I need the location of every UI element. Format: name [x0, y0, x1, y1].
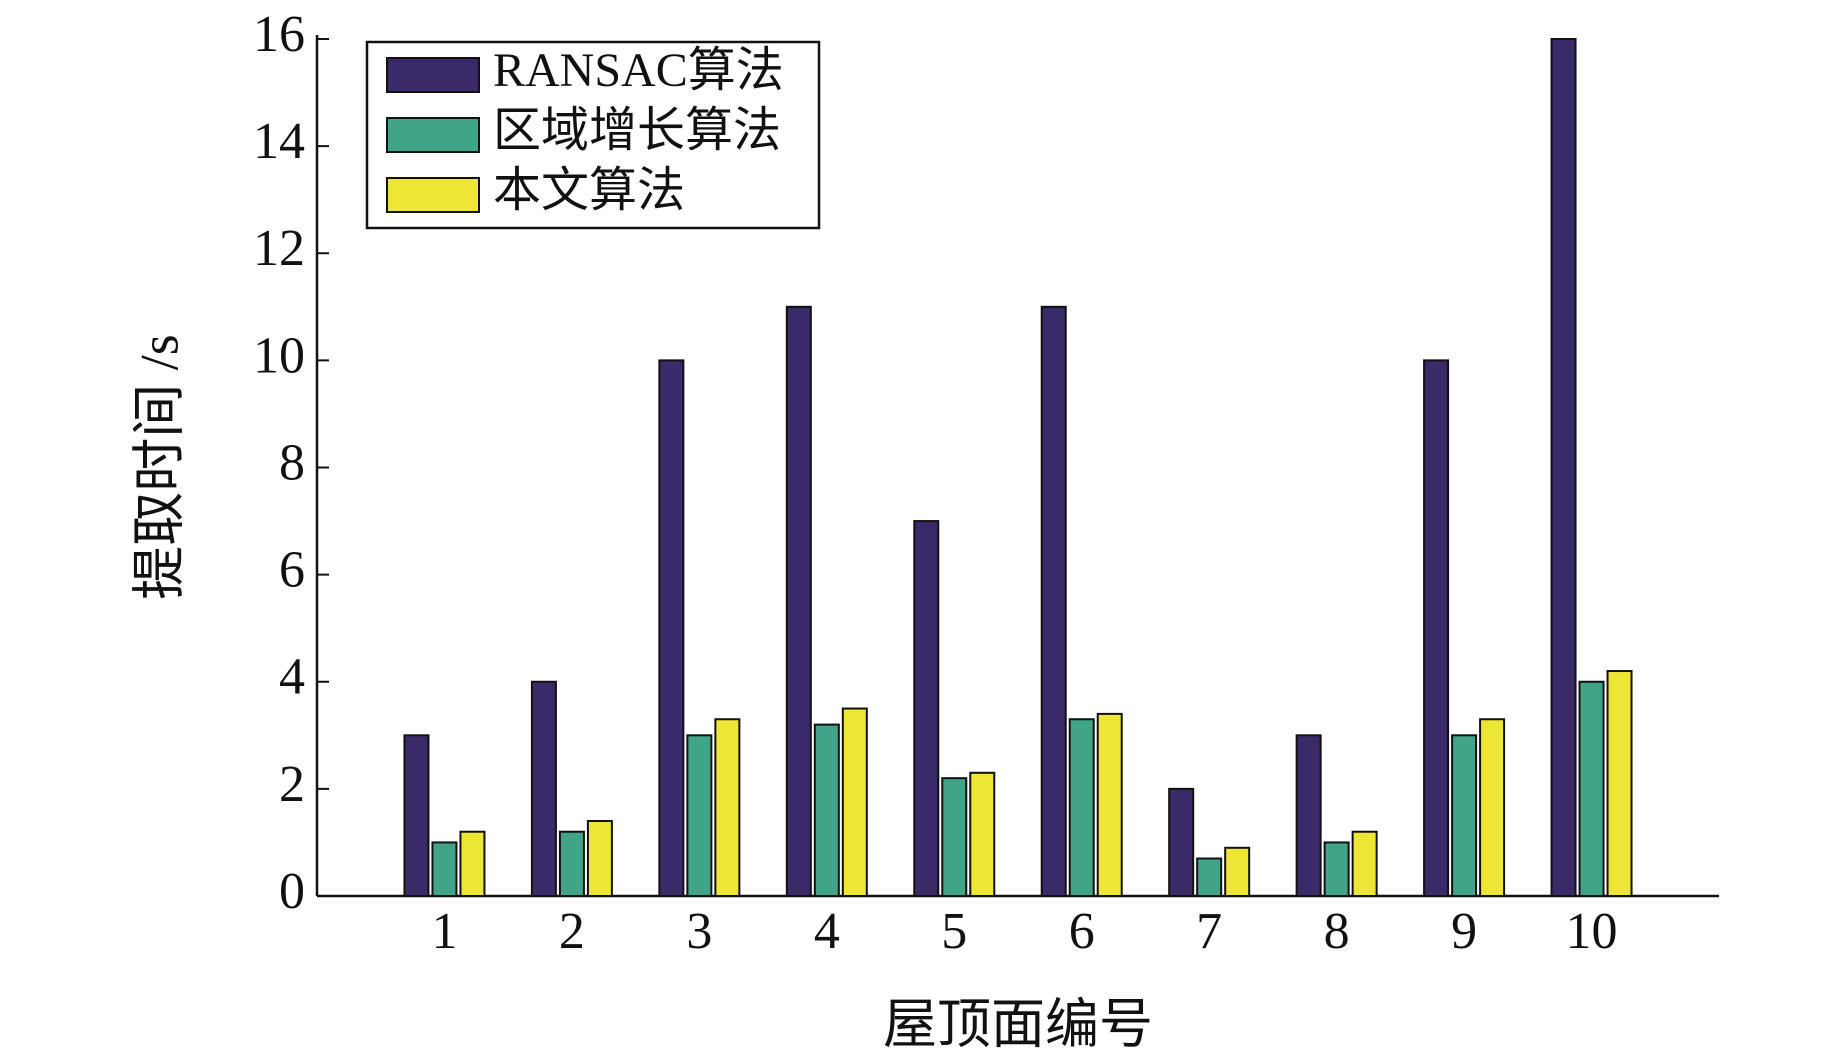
bar — [785, 305, 812, 897]
bar — [558, 830, 585, 897]
bar — [403, 734, 430, 897]
x-tick-label: 6 — [1069, 903, 1095, 960]
bar — [714, 718, 741, 898]
y-tick-label: 12 — [253, 220, 305, 277]
legend-label: 本文算法 — [493, 164, 685, 217]
bar — [586, 820, 613, 898]
bar — [530, 680, 557, 897]
bar — [813, 723, 840, 897]
bar — [941, 777, 968, 897]
x-tick-label: 3 — [686, 903, 712, 960]
legend-label: RANSAC算法 — [493, 44, 784, 97]
bar — [431, 841, 458, 897]
bar — [1040, 305, 1067, 897]
legend-swatch — [386, 57, 480, 93]
legend-swatch — [386, 177, 480, 213]
y-tick-label: 6 — [279, 542, 305, 599]
bar — [1451, 734, 1478, 897]
y-axis-label: 提取时间 /s — [129, 334, 189, 600]
bar — [1423, 359, 1450, 897]
bar — [1323, 841, 1350, 897]
bar — [1068, 718, 1095, 898]
x-tick-label: 10 — [1566, 903, 1618, 960]
bar — [658, 359, 685, 897]
y-tick-label: 0 — [279, 863, 305, 920]
legend-swatch — [386, 117, 480, 153]
x-tick-label: 9 — [1451, 903, 1477, 960]
bar — [1606, 670, 1633, 897]
bar — [969, 771, 996, 898]
bar — [459, 830, 486, 897]
x-tick-label: 5 — [941, 903, 967, 960]
bar — [1224, 846, 1251, 898]
x-tick-label: 4 — [814, 903, 840, 960]
legend-label: 区域增长算法 — [493, 104, 781, 157]
y-tick-label: 2 — [279, 756, 305, 813]
bar — [1196, 857, 1223, 897]
bar — [1351, 830, 1378, 897]
bar — [913, 520, 940, 897]
y-tick-label: 4 — [279, 649, 305, 706]
bar — [1578, 680, 1605, 897]
x-tick-label: 2 — [559, 903, 585, 960]
y-tick-label: 14 — [253, 113, 305, 170]
x-tick-label: 8 — [1324, 903, 1350, 960]
x-axis-label: 屋顶面编号 — [883, 994, 1153, 1054]
bar — [1096, 712, 1123, 898]
y-tick-label: 16 — [253, 6, 305, 63]
bar — [1168, 787, 1195, 897]
y-tick-label: 8 — [279, 434, 305, 491]
bar — [1550, 38, 1577, 897]
bar — [1479, 718, 1506, 898]
y-tick-label: 10 — [253, 327, 305, 384]
x-tick-label: 7 — [1196, 903, 1222, 960]
bar — [1295, 734, 1322, 897]
bar — [841, 707, 868, 897]
x-tick-label: 1 — [431, 903, 457, 960]
bar — [686, 734, 713, 897]
